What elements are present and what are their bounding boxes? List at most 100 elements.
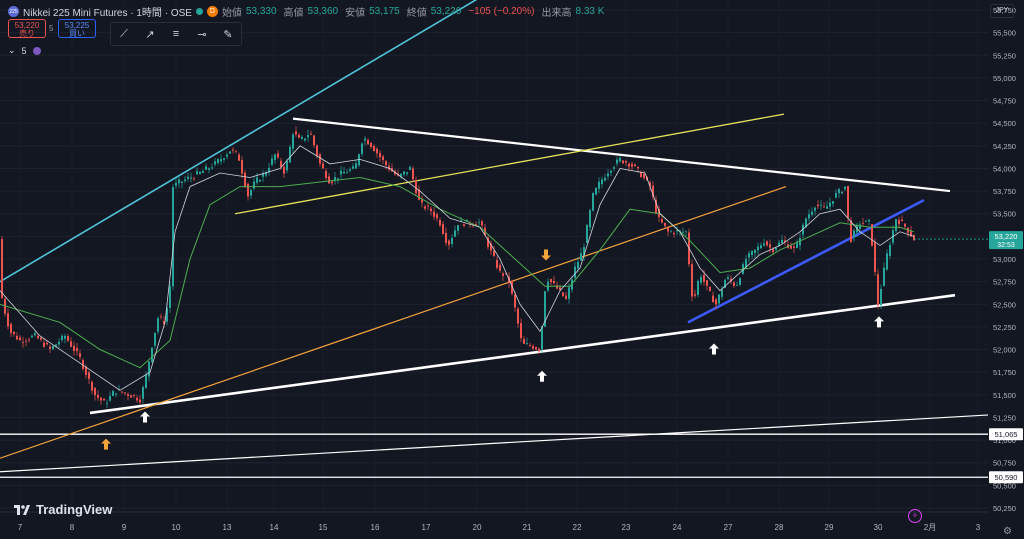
- candle-body: [271, 158, 273, 165]
- high-label: 高値: [283, 8, 304, 19]
- candle-body: [580, 253, 582, 261]
- candle-body: [883, 267, 885, 286]
- candle-body: [133, 394, 135, 396]
- candle-body: [79, 353, 81, 358]
- candle-body: [622, 160, 624, 164]
- time-tick-label: 7: [18, 523, 23, 532]
- candle-body: [541, 326, 543, 350]
- candle-body: [634, 164, 636, 167]
- candle-body: [370, 142, 372, 148]
- candle-body: [28, 339, 30, 341]
- sell-button[interactable]: 53,220 売り: [8, 19, 46, 38]
- candle-body: [316, 145, 318, 156]
- candle-body: [301, 137, 303, 139]
- candle-body: [550, 279, 552, 283]
- price-level-tag: [989, 471, 1023, 484]
- close-label: 終値: [406, 8, 427, 19]
- candle-body: [568, 287, 570, 299]
- candle-body: [877, 274, 879, 306]
- candle-body: [61, 335, 63, 340]
- candle-body: [889, 244, 891, 257]
- candle-body: [121, 391, 123, 393]
- trendlines[interactable]: [0, 0, 1024, 473]
- candle-body: [82, 360, 84, 369]
- candle-body: [487, 237, 489, 247]
- tradingview-logo[interactable]: TradingView: [14, 502, 112, 517]
- sparkle-icon[interactable]: ✧: [908, 509, 922, 523]
- candle-body: [766, 241, 768, 246]
- currency-selector[interactable]: JPY: [990, 4, 1014, 18]
- price-tick-label: 50,750: [993, 459, 1016, 468]
- chevron-down-icon[interactable]: ⌄: [8, 45, 16, 55]
- brush-icon[interactable]: ✎: [223, 28, 233, 41]
- price-tick-label: 52,750: [993, 278, 1016, 287]
- horizontal-lines: [0, 433, 988, 478]
- time-tick-label: 13: [223, 523, 232, 532]
- candle-body: [595, 187, 597, 195]
- candle-body: [700, 276, 702, 283]
- tradingview-logo-text: TradingView: [36, 502, 113, 517]
- candle-body: [442, 224, 444, 234]
- low-label: 安値: [345, 8, 366, 19]
- price-tick-label: 52,500: [993, 300, 1016, 309]
- arrow-markers[interactable]: [101, 249, 884, 450]
- price-tick-label: 53,500: [993, 210, 1016, 219]
- candle-body: [163, 320, 165, 325]
- candle-body: [7, 313, 9, 327]
- horizontal-ray-icon[interactable]: ⊸: [197, 28, 207, 41]
- ma-short-line: [0, 145, 915, 391]
- d-badge[interactable]: D: [206, 6, 218, 17]
- candle-body: [667, 227, 669, 232]
- sell-label: 売り: [19, 29, 35, 38]
- candle-body: [661, 219, 663, 223]
- indicator-icon[interactable]: [32, 46, 41, 55]
- candle-body: [310, 133, 312, 135]
- candle-body: [205, 166, 207, 170]
- candle-body: [460, 220, 462, 222]
- candle-body: [901, 219, 903, 222]
- candle-body: [496, 260, 498, 268]
- candle-body: [574, 266, 576, 278]
- price-tick-label: 51,000: [993, 436, 1016, 445]
- current-price-tag: [989, 231, 1023, 250]
- symbol-title[interactable]: Nikkei 225 Mini Futures · 1時間 · OSE: [23, 8, 192, 19]
- candle-body: [499, 264, 501, 271]
- price-tick-label: 53,750: [993, 187, 1016, 196]
- time-axis[interactable]: 7 8 9 10 13 14 15 16 17 20 21 22 23 24 27 28 29 30 2月 3: [0, 511, 988, 532]
- candle-body: [790, 245, 792, 249]
- candle-body: [340, 170, 342, 175]
- candle-body: [871, 224, 873, 246]
- parallel-channel-icon[interactable]: ≡: [172, 28, 180, 40]
- time-tick-label: 15: [319, 523, 328, 532]
- price-axis[interactable]: 55,750 55,500 55,250 55,000 54,750 54,500 54,2…: [914, 0, 1024, 539]
- candle-body: [385, 161, 387, 166]
- candle-body: [727, 277, 729, 279]
- candle-body: [313, 135, 315, 146]
- time-tick-label: 8: [70, 523, 75, 532]
- candle-body: [556, 285, 558, 289]
- candle-body: [724, 279, 726, 289]
- ray-icon[interactable]: ↗: [145, 28, 155, 41]
- candle-body: [292, 134, 294, 149]
- time-tick-label: 9: [122, 523, 127, 532]
- settings-icon[interactable]: ⚙: [1003, 526, 1012, 537]
- candle-body: [565, 295, 567, 299]
- candle-body: [400, 173, 402, 177]
- candle-body: [376, 148, 378, 154]
- candle-body: [307, 135, 309, 138]
- candle-body: [181, 181, 183, 183]
- candle-body: [523, 339, 525, 344]
- candle-body: [202, 170, 204, 173]
- trend-line-icon[interactable]: ⟋: [120, 27, 128, 40]
- candle-body: [754, 249, 756, 254]
- candle-body: [670, 231, 672, 233]
- buy-button[interactable]: 53,225 買い: [58, 19, 96, 38]
- candle-body: [577, 261, 579, 269]
- candle-body: [553, 281, 555, 284]
- candle-body: [178, 179, 180, 184]
- candle-body: [490, 243, 492, 251]
- candle-body: [262, 173, 264, 177]
- candle-body: [4, 299, 6, 314]
- candle-body: [616, 159, 618, 164]
